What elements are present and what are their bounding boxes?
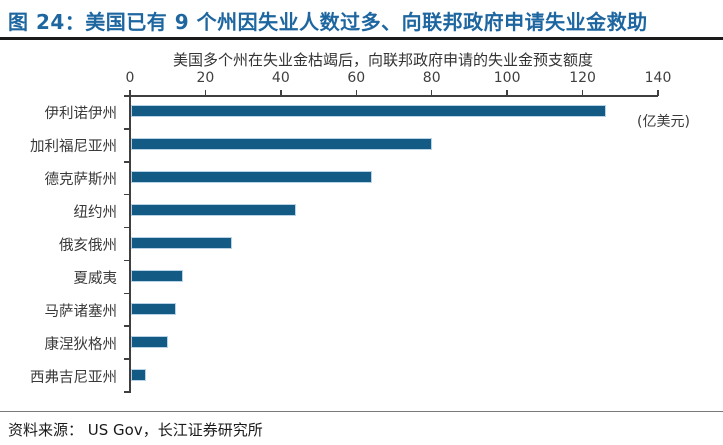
x-axis-tick — [430, 90, 433, 96]
chart-subtitle: 美国多个州在失业金枯竭后，向联邦政府申请的失业金预支额度 — [172, 51, 593, 69]
y-axis-tick — [124, 391, 129, 393]
y-axis-tick — [124, 259, 129, 262]
y-axis-tick — [124, 128, 129, 130]
bar — [130, 368, 146, 381]
bar — [130, 204, 297, 217]
source-note: 资料来源： US Gov，长江证券研究所 — [8, 421, 263, 439]
x-axis-tick-label: 60 — [347, 70, 366, 86]
x-axis-tick — [280, 90, 282, 96]
bar — [130, 335, 169, 348]
category-label: 马萨诸塞州 — [44, 303, 118, 320]
category-label: 夏威夷 — [73, 270, 118, 287]
category-label: 俄亥俄州 — [59, 238, 117, 254]
bar — [130, 302, 176, 315]
x-axis-tick — [657, 90, 659, 96]
x-axis-tick-label: 40 — [271, 70, 290, 86]
category-label: 纽约州 — [73, 205, 118, 222]
x-axis-tick — [581, 90, 584, 96]
x-axis-tick — [355, 90, 358, 96]
x-axis-tick — [129, 90, 131, 96]
bar — [130, 171, 372, 184]
bar-chart: 美国多个州在失业金枯竭后，向联邦政府申请的失业金预支额度 (亿美元) 0 20 40… — [30, 51, 690, 393]
x-axis-tick-label: 80 — [422, 70, 441, 86]
bar — [130, 105, 606, 118]
category-label: 西弗吉尼亚州 — [30, 369, 117, 386]
bar — [130, 138, 433, 151]
x-axis-tick-label: 120 — [569, 70, 596, 86]
y-axis-tick — [124, 292, 129, 295]
bar — [130, 237, 233, 249]
y-axis-tick — [124, 161, 129, 163]
y-axis-tick — [124, 95, 129, 97]
category-label: 德克萨斯州 — [44, 172, 118, 189]
y-axis-tick — [124, 358, 129, 360]
y-axis-tick — [124, 325, 129, 327]
x-axis-tick-label: 0 — [125, 70, 135, 86]
category-label: 伊利诺伊州 — [44, 106, 118, 123]
footer-divider — [0, 411, 723, 412]
category-label: 加利福尼亚州 — [30, 139, 117, 156]
title-divider — [0, 37, 723, 40]
x-axis-tick-label: 20 — [196, 70, 215, 86]
x-axis-tick-label: 100 — [493, 70, 521, 86]
y-axis-line — [129, 95, 131, 393]
category-label: 康涅狄格州 — [44, 336, 118, 353]
figure-title: 图 24：美国已有 9 个州因失业人数过多、向联邦政府申请失业金救助 — [8, 10, 648, 34]
x-axis-tick-label: 140 — [644, 70, 672, 86]
y-axis-tick — [124, 193, 129, 196]
x-axis-line — [129, 95, 658, 97]
x-axis-tick — [506, 90, 508, 96]
axis-unit-label: (亿美元) — [637, 114, 690, 130]
bar — [130, 269, 184, 282]
x-axis-tick — [204, 90, 207, 96]
y-axis-tick — [124, 226, 129, 229]
